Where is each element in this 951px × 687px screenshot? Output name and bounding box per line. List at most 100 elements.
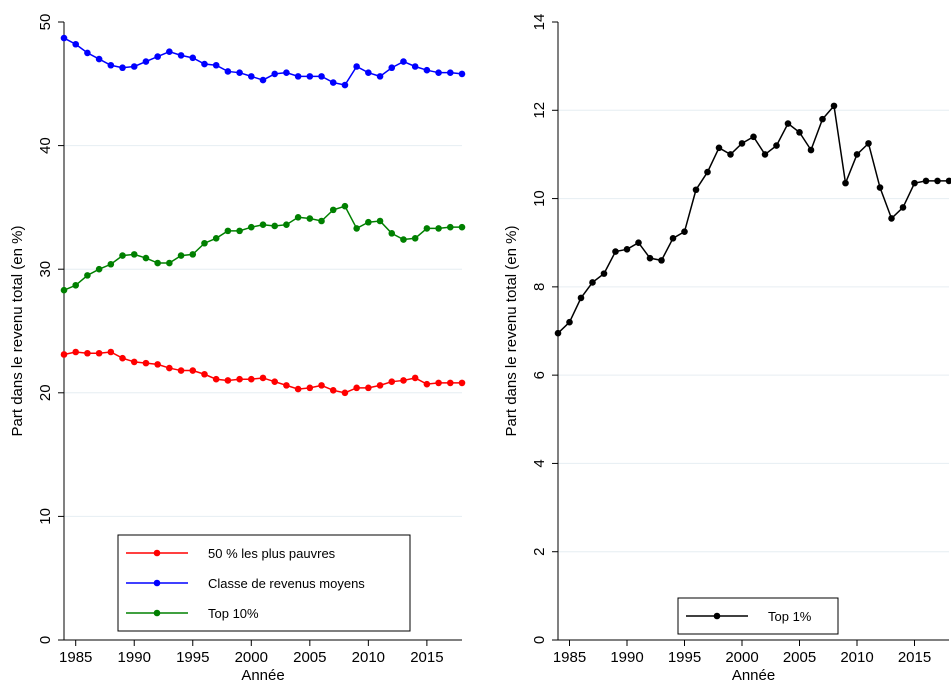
x-axis-label: Année [732, 667, 775, 684]
legend-label: 50 % les plus pauvres [208, 546, 336, 561]
point [692, 186, 700, 194]
legend-label: Top 10% [208, 606, 259, 621]
point [95, 349, 103, 357]
point [72, 348, 80, 356]
y-tick-label: 40 [37, 137, 54, 154]
y-tick-label: 14 [531, 14, 548, 31]
point [107, 260, 115, 268]
point [259, 374, 267, 382]
point [365, 384, 372, 392]
point [807, 146, 815, 154]
point [458, 70, 466, 78]
point [201, 239, 208, 247]
point [166, 48, 173, 55]
point [353, 63, 360, 70]
point [142, 58, 150, 65]
point [247, 223, 255, 231]
legend-marker [713, 612, 721, 620]
point [623, 246, 631, 253]
point [60, 34, 68, 42]
point [306, 384, 314, 392]
point [294, 213, 302, 221]
x-tick-label: 2015 [898, 649, 931, 666]
point [212, 375, 220, 383]
point [376, 73, 384, 80]
point [341, 81, 349, 89]
point [177, 52, 185, 59]
legend-label: Top 1% [768, 609, 812, 624]
point [224, 68, 232, 75]
point [177, 252, 185, 259]
point [577, 294, 585, 302]
point [236, 375, 243, 383]
point [554, 329, 562, 337]
point [224, 227, 232, 235]
point [154, 259, 161, 267]
x-tick-label: 1985 [553, 649, 586, 666]
point [934, 177, 941, 185]
point [400, 58, 407, 65]
point [247, 375, 255, 383]
point [247, 73, 255, 80]
y-tick-label: 4 [531, 459, 548, 467]
x-tick-label: 1990 [610, 649, 643, 666]
point [212, 61, 220, 69]
point [888, 215, 895, 222]
point [376, 382, 384, 389]
point [353, 225, 360, 232]
point [318, 382, 325, 389]
point [750, 133, 757, 141]
point [95, 265, 103, 273]
point [411, 63, 419, 70]
y-tick-label: 50 [37, 14, 54, 31]
y-axis-label: Part dans le revenu total (en %) [9, 226, 26, 437]
point [612, 248, 619, 255]
point [458, 223, 466, 231]
y-tick-label: 6 [531, 371, 548, 379]
point [166, 259, 173, 267]
point [376, 217, 384, 225]
point [411, 235, 419, 242]
point [727, 151, 734, 158]
point [84, 349, 91, 357]
point [283, 221, 290, 229]
x-tick-label: 2005 [293, 649, 326, 666]
x-tick-label: 2000 [725, 649, 758, 666]
point [945, 177, 951, 185]
point [212, 235, 220, 242]
x-tick-label: 1985 [59, 649, 92, 666]
point [318, 217, 325, 225]
point [400, 236, 407, 243]
point [306, 73, 314, 80]
point [876, 184, 884, 191]
point [154, 361, 161, 368]
point [423, 380, 431, 388]
point [365, 218, 372, 226]
point [341, 389, 349, 397]
point [446, 69, 454, 76]
point [318, 73, 325, 80]
point [329, 206, 337, 214]
series-line [63, 205, 462, 291]
point [154, 53, 161, 60]
y-tick-label: 8 [531, 283, 548, 291]
point [853, 151, 861, 158]
point [271, 70, 279, 78]
point [669, 235, 677, 242]
point [423, 225, 431, 232]
point [329, 79, 337, 86]
point [388, 378, 396, 385]
point [761, 151, 769, 158]
point [646, 254, 654, 262]
x-tick-label: 1995 [668, 649, 701, 666]
y-axis-label: Part dans le revenu total (en %) [503, 226, 520, 437]
point [446, 223, 454, 231]
point [388, 64, 396, 72]
point [435, 379, 442, 387]
point [201, 60, 208, 68]
x-tick-label: 2010 [352, 649, 385, 666]
x-tick-label: 2015 [410, 649, 443, 666]
point [283, 69, 290, 76]
point [911, 179, 918, 187]
